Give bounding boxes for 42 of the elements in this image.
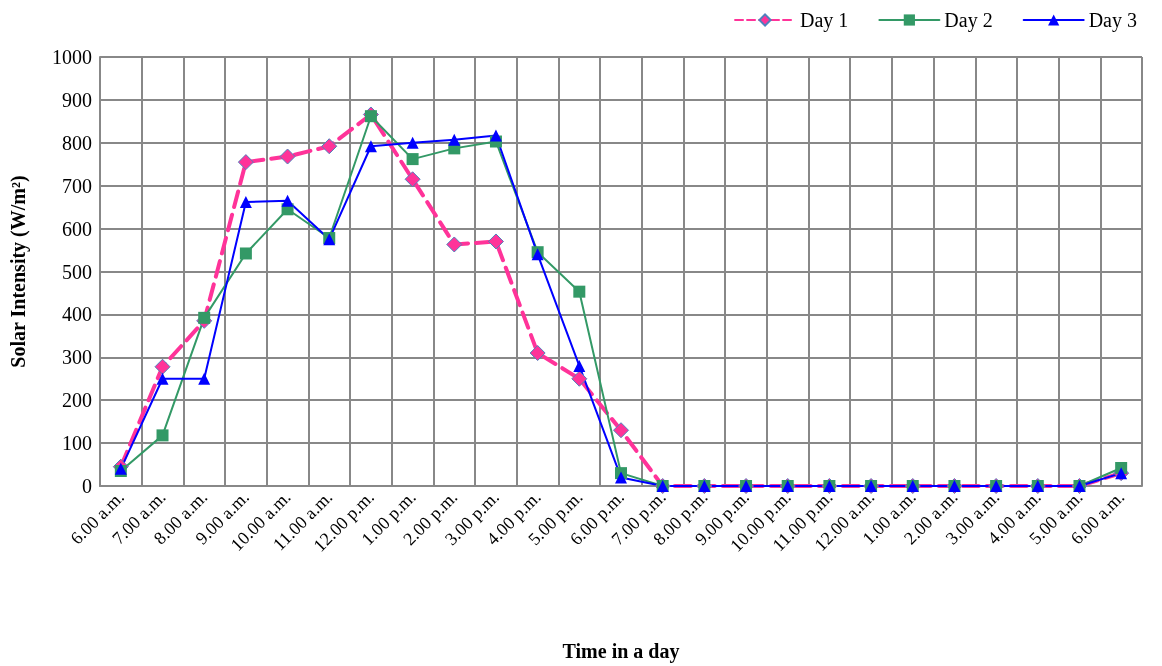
point (237, 154, 254, 171)
point (406, 136, 419, 149)
point (448, 133, 461, 146)
y-tick-label: 800 (62, 131, 92, 154)
legend-label: Day 1 (800, 9, 849, 32)
y-axis-title: Solar Intensity (W/m²) (7, 175, 30, 368)
point (198, 372, 211, 385)
point (487, 233, 504, 250)
y-tick-label: 500 (62, 260, 92, 283)
point (198, 311, 211, 324)
point (239, 196, 252, 208)
point (156, 429, 169, 442)
y-tick-label: 0 (82, 475, 92, 497)
point (406, 153, 419, 166)
point (615, 471, 627, 484)
point (364, 110, 377, 123)
y-tick-label: 600 (62, 217, 92, 240)
y-tick-label: 400 (62, 303, 92, 326)
y-tick-label: 700 (62, 174, 92, 197)
point (404, 171, 421, 188)
point (279, 148, 296, 165)
point (154, 358, 171, 375)
point (156, 372, 169, 385)
point (573, 359, 586, 372)
point (364, 140, 377, 153)
y-tick-label: 100 (62, 432, 92, 455)
y-tick-label: 900 (62, 88, 92, 111)
y-tick-label: 1000 (52, 46, 92, 68)
point (613, 422, 629, 439)
point (529, 345, 546, 362)
point (281, 194, 294, 207)
y-tick-label: 300 (62, 346, 92, 369)
point (446, 236, 463, 253)
point (573, 285, 586, 298)
legend-label: Day 3 (1088, 9, 1138, 32)
y-tick-label: 200 (62, 389, 92, 412)
point (489, 129, 502, 142)
legend-label: Day 2 (944, 9, 993, 32)
point (321, 138, 338, 155)
point (239, 247, 252, 260)
x-axis-title: Time in a day (562, 640, 680, 663)
point (571, 370, 588, 387)
